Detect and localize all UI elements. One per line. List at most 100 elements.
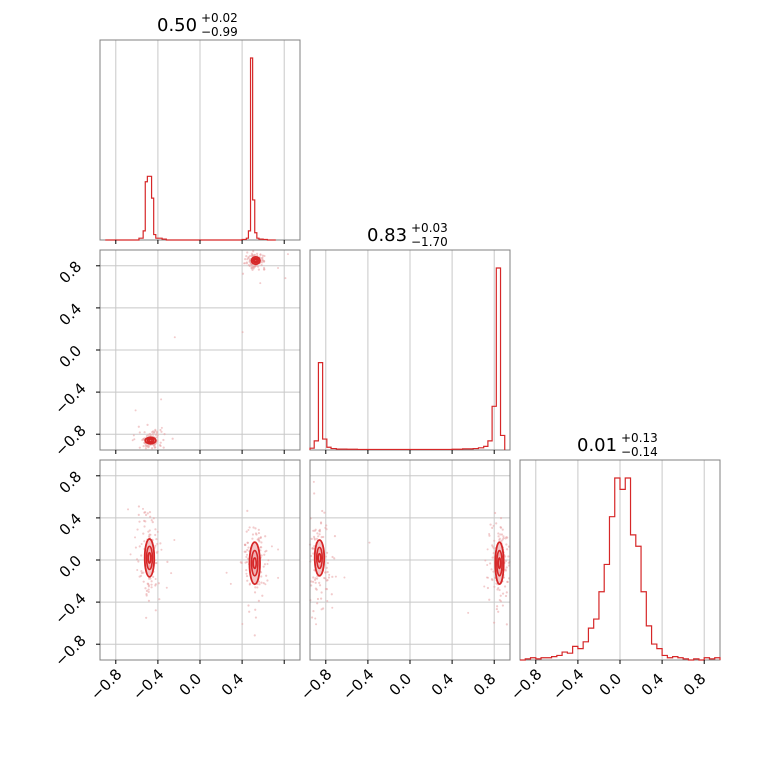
pair-panel-0-1: −0.8 −0.4 0.0 0.4 0.8 — [51, 249, 301, 460]
pair-1-cluster-0-point — [148, 529, 151, 532]
pair-0-cluster-1-point — [263, 254, 266, 258]
pair-2-cluster-1-point — [504, 594, 508, 598]
pair-2-cluster-1-point — [499, 526, 503, 529]
x-tick-label-col0-2: 0.0 — [176, 670, 206, 700]
y-tick-label-row2-3: 0.4 — [56, 510, 86, 540]
x-tick-label-col1-2: 0.0 — [386, 670, 416, 700]
pair-1-cluster-1-point — [248, 583, 251, 586]
pair-1-cluster-0-point — [154, 609, 157, 612]
pair-1-cluster-0-point — [145, 593, 148, 596]
pair-0-cluster-0-outlier — [160, 398, 163, 401]
pair-1-cluster-1-outlier — [277, 576, 280, 579]
pair-1-cluster-1-outlier — [266, 562, 269, 565]
pair-2-cluster-1-point — [503, 555, 507, 558]
pair-1-cluster-0-point — [147, 590, 150, 594]
pair-2-cluster-0-contour-2 — [317, 552, 322, 563]
pair-2-cluster-0-point — [325, 528, 328, 531]
pair-2-cluster-0-point — [333, 535, 337, 538]
pair-2-cluster-1-point — [500, 539, 503, 543]
x-tick-label-col2-2: 0.0 — [596, 670, 626, 700]
pair-1-cluster-0-point — [155, 538, 158, 541]
pair-1-cluster-0-outlier — [165, 586, 168, 589]
pair-2-cluster-1-outlier — [492, 524, 495, 527]
pair-2-cluster-0-point — [315, 537, 318, 540]
pair-1-cluster-0-point — [146, 512, 149, 515]
pair-2-cluster-0-point — [311, 547, 314, 550]
title-param-0-plus: +0.02 — [201, 11, 238, 25]
title-param-0: 0.50 +0.02 −0.99 — [157, 11, 238, 39]
title-param-2-median: 0.01 — [577, 435, 617, 456]
pair-1-cluster-1-point — [248, 526, 251, 529]
pair-2-cluster-1-point — [505, 543, 508, 546]
pair-1-cluster-0-point — [157, 582, 160, 585]
x-tick-label-col2-1: −0.4 — [549, 665, 587, 703]
pair-0-cluster-0-outlier — [133, 438, 136, 441]
pair-1-cluster-0-point — [137, 513, 140, 516]
pair-1-cluster-1-outlier — [267, 559, 270, 562]
pair-1-cluster-1-point — [257, 599, 260, 602]
pair-1-cluster-1-point — [260, 554, 263, 557]
pair-2-cluster-1-point — [504, 559, 508, 563]
pair-2-cluster-0-point — [318, 581, 321, 584]
y-tick-label-row2-2: 0.0 — [56, 552, 86, 582]
pair-2-cluster-1-outlier — [467, 611, 470, 614]
pair-2-cluster-0-point — [318, 529, 321, 532]
x-tick-label-col2-0: −0.8 — [507, 665, 545, 703]
pair-0-cluster-0-point — [159, 444, 162, 448]
pair-2-cluster-0-point — [331, 575, 334, 578]
pair-2-cluster-1-point — [504, 537, 507, 540]
pair-0-cluster-1-outlier — [173, 336, 176, 339]
pair-1-cluster-1-point — [251, 533, 255, 536]
pair-0-cluster-1-point — [260, 263, 263, 267]
pair-2-cluster-1-point — [505, 591, 508, 594]
pair-1-cluster-1-point — [239, 561, 242, 564]
pair-2-cluster-1-point — [493, 585, 496, 588]
pair-0-cluster-0-outlier — [134, 409, 137, 412]
pair-1-cluster-0-point — [136, 528, 139, 531]
pair-2-cluster-1-point — [502, 537, 505, 540]
pair-1-cluster-0-point — [150, 580, 153, 583]
hist-2-step-line — [520, 477, 721, 661]
pair-1-cluster-0-point — [140, 570, 143, 573]
pair-1-cluster-0-point — [154, 533, 157, 537]
pair-2-cluster-0-point — [313, 544, 316, 548]
hist-1-step-line — [309, 267, 506, 451]
pair-2-cluster-1-point — [492, 547, 495, 550]
pair-2-cluster-0-point — [311, 616, 314, 619]
pair-0-cluster-0-point — [142, 438, 145, 441]
pair-2-cluster-1-point — [491, 556, 494, 559]
pair-2-cluster-1-point — [490, 578, 494, 581]
pair-2-cluster-1-point — [503, 585, 507, 588]
pair-1-cluster-0-point — [145, 589, 149, 592]
pair-2-cluster-0-point — [325, 551, 329, 554]
pair-2-cluster-1-outlier — [488, 532, 491, 535]
pair-1-cluster-1-point — [248, 610, 251, 613]
y-tick-label-row1-3: 0.4 — [56, 300, 86, 330]
pair-1-cluster-1-point — [266, 579, 269, 582]
pair-0-cluster-1-point — [248, 264, 251, 268]
pair-0-cluster-1-point — [259, 253, 262, 256]
pair-2-cluster-0-point — [325, 588, 329, 591]
pair-0-cluster-1-point — [250, 267, 253, 270]
pair-1-cluster-0-point — [166, 560, 169, 563]
pair-2-cluster-1-point — [499, 533, 502, 536]
pair-0-cluster-0-point — [154, 429, 157, 432]
pair-2-cluster-1-point — [501, 528, 504, 531]
pair-2-cluster-0-point — [321, 509, 324, 513]
pair-1-cluster-0-point — [147, 582, 150, 585]
pair-1-cluster-0-point — [148, 577, 151, 580]
pair-2-cluster-0-outlier — [312, 480, 315, 483]
pair-2-cluster-0-point — [333, 557, 336, 560]
pair-0-cluster-1-point — [257, 268, 260, 271]
pair-1-cluster-1-point — [261, 594, 264, 597]
pair-1-cluster-1-point — [254, 616, 258, 619]
pair-2-cluster-0-outlier — [343, 576, 346, 579]
y-tick-label-row2-0: −0.8 — [51, 631, 89, 669]
pair-1-cluster-0-point — [143, 519, 146, 523]
pair-0-cluster-1-contour-2 — [253, 258, 258, 263]
pair-2-cluster-0-outlier — [328, 573, 331, 576]
pair-2-cluster-0-point — [310, 537, 313, 540]
pair-2-cluster-1-point — [495, 607, 498, 611]
pair-1-cluster-0-point — [159, 542, 162, 545]
